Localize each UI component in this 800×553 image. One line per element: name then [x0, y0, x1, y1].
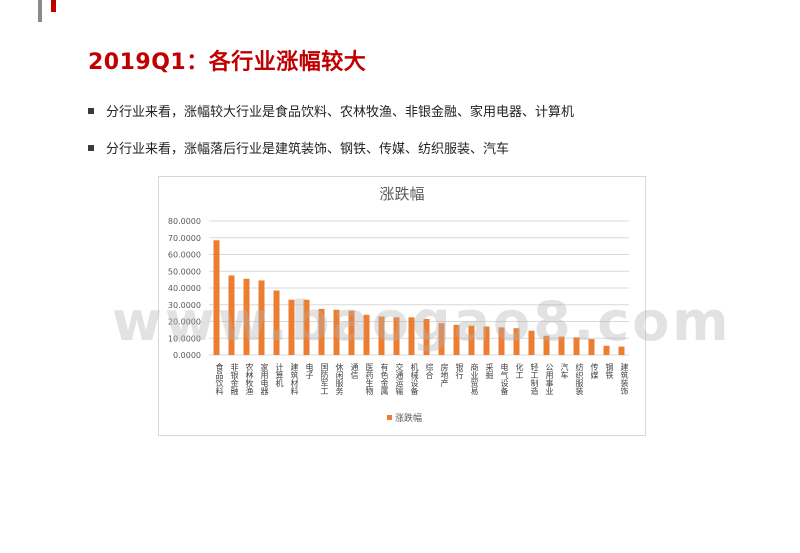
bar	[303, 299, 310, 355]
bar	[213, 240, 220, 355]
bar	[603, 345, 610, 355]
bar	[258, 280, 265, 355]
x-tick-label: 非银金融	[230, 362, 239, 396]
bar	[438, 323, 445, 355]
x-tick-label: 建筑材料	[290, 362, 299, 396]
y-tick-label: 20.0000	[168, 318, 201, 327]
x-tick-label: 钢铁	[605, 362, 614, 380]
corner-red-bar	[51, 0, 56, 12]
square-bullet-icon	[88, 107, 94, 114]
x-tick-label: 公用事业	[545, 363, 554, 395]
bar	[333, 309, 340, 355]
bullet-text-2: 分行业来看，涨幅落后行业是建筑装饰、钢铁、传媒、纺织服装、汽车	[106, 142, 510, 157]
bar	[243, 278, 250, 355]
slide-title: 2019Q1：各行业涨幅较大	[88, 50, 367, 75]
x-tick-label: 银行	[455, 362, 464, 380]
x-tick-label: 国防军工	[320, 363, 329, 395]
bar	[483, 326, 490, 355]
x-tick-label: 电子	[305, 362, 314, 379]
x-tick-label: 轻工制造	[530, 362, 539, 396]
bar	[558, 336, 565, 355]
y-tick-label: 60.0000	[168, 251, 201, 260]
x-tick-label: 医药生物	[365, 363, 374, 396]
y-tick-label: 30.0000	[168, 301, 201, 310]
x-tick-label: 机械设备	[410, 362, 419, 396]
x-tick-label: 综合	[425, 362, 434, 380]
y-tick-label: 50.0000	[168, 267, 201, 276]
chart-title: 涨跌幅	[379, 185, 424, 203]
legend-swatch	[387, 415, 392, 420]
x-tick-label: 电气设备	[500, 362, 509, 396]
bar	[453, 324, 460, 355]
bar	[423, 318, 430, 355]
bar	[408, 317, 415, 355]
x-tick-label: 采掘	[485, 362, 494, 380]
corner-gray-bar	[38, 0, 42, 22]
bar	[273, 290, 280, 355]
bar	[393, 317, 400, 355]
bar	[228, 275, 235, 355]
bar	[528, 330, 535, 355]
bar	[573, 337, 580, 355]
x-tick-label: 休闲服务	[335, 362, 344, 396]
x-tick-label: 建筑装饰	[620, 362, 629, 396]
bar	[468, 325, 475, 355]
x-tick-label: 商业贸易	[470, 362, 479, 396]
y-tick-label: 40.0000	[168, 284, 201, 293]
bar	[618, 346, 625, 355]
x-tick-label: 汽车	[560, 362, 569, 380]
x-tick-label: 交通运输	[395, 362, 404, 396]
bar	[288, 299, 295, 355]
x-tick-label: 计算机	[275, 362, 284, 388]
x-tick-label: 传媒	[590, 362, 599, 380]
chart-container: 涨跌幅 80.0000 70.0000 60.0000 50.0000 40.0000 30…	[158, 176, 646, 436]
x-tick-label: 农林牧渔	[245, 362, 254, 395]
bar	[318, 308, 325, 355]
x-tick-label: 房地产	[440, 362, 449, 388]
legend-label: 涨跌幅	[395, 412, 422, 424]
x-tick-label: 化工	[515, 362, 524, 379]
bar	[378, 316, 385, 355]
bar-chart: 涨跌幅 80.0000 70.0000 60.0000 50.0000 40.0000 30…	[168, 185, 629, 424]
bar	[498, 327, 505, 355]
x-tick-label: 家用电器	[260, 362, 269, 396]
bar	[348, 310, 355, 355]
x-tick-label: 食品饮料	[215, 362, 224, 396]
bar	[513, 328, 520, 355]
bullet-item-1: 分行业来看，涨幅较大行业是食品饮料、农林牧渔、非银金融、家用电器、计算机	[88, 101, 574, 120]
bar	[588, 339, 595, 355]
bar	[543, 335, 550, 355]
y-tick-label: 0.0000	[173, 351, 201, 360]
x-tick-label: 纺织服装	[575, 362, 584, 396]
y-tick-label: 10.0000	[168, 334, 201, 343]
square-bullet-icon	[88, 144, 94, 151]
y-tick-label: 70.0000	[168, 234, 201, 243]
x-tick-label: 有色金属	[380, 362, 389, 396]
bullet-item-2: 分行业来看，涨幅落后行业是建筑装饰、钢铁、传媒、纺织服装、汽车	[88, 138, 509, 157]
x-tick-label: 通信	[350, 362, 359, 380]
bar	[363, 314, 370, 355]
bullet-text-1: 分行业来看，涨幅较大行业是食品饮料、农林牧渔、非银金融、家用电器、计算机	[106, 105, 575, 120]
y-tick-label: 80.0000	[168, 217, 201, 226]
